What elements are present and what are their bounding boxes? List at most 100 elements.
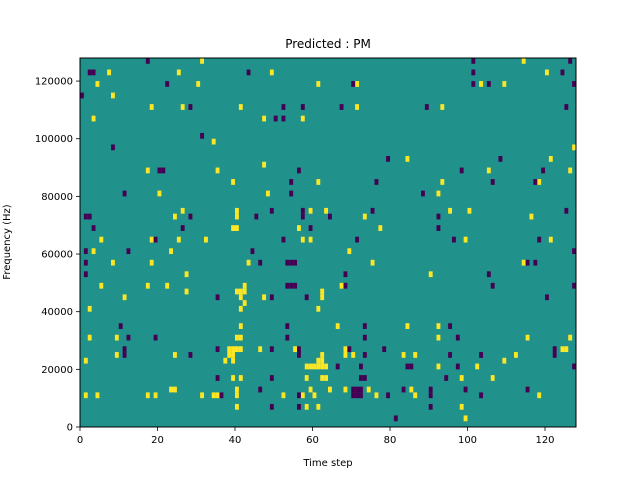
- heatmap-cell: [552, 352, 557, 358]
- heatmap-cell: [355, 104, 360, 110]
- heatmap-cell: [87, 69, 92, 76]
- heatmap-cell: [463, 236, 468, 243]
- heatmap-cell: [351, 386, 356, 393]
- heatmap-cell: [122, 294, 127, 301]
- heatmap-cell: [343, 271, 348, 278]
- heatmap-cell: [83, 271, 88, 278]
- heatmap-cell: [521, 259, 526, 266]
- heatmap-cell: [235, 346, 239, 353]
- heatmap-cell: [502, 357, 507, 364]
- heatmap-cell: [254, 213, 259, 220]
- heatmap-cell: [281, 104, 286, 110]
- heatmap-cell: [335, 323, 340, 329]
- x-tick-label: 100: [458, 435, 477, 446]
- heatmap-cell: [204, 236, 208, 243]
- heatmap-cell: [537, 392, 542, 399]
- heatmap-cell: [471, 81, 476, 87]
- heatmap-cell: [114, 352, 119, 358]
- x-tick-label: 60: [306, 435, 319, 446]
- y-tick-label: 20000: [41, 365, 73, 376]
- heatmap-cell: [436, 363, 441, 370]
- heatmap-cell: [362, 375, 367, 381]
- heatmap-cell: [359, 363, 363, 370]
- heatmap-cell: [386, 392, 391, 399]
- heatmap-cell: [169, 248, 174, 255]
- heatmap-cell: [455, 334, 460, 341]
- heatmap-cell: [95, 392, 100, 399]
- heatmap-cell: [572, 144, 577, 151]
- heatmap-cell: [153, 334, 158, 341]
- heatmap-cell: [475, 363, 480, 370]
- heatmap-cell: [165, 282, 170, 289]
- heatmap-cell: [215, 392, 220, 399]
- heatmap-cell: [300, 213, 305, 220]
- heatmap-cell: [564, 207, 569, 214]
- heatmap-cell: [293, 346, 298, 353]
- heatmap-cell: [111, 259, 115, 266]
- heatmap-cell: [231, 225, 236, 231]
- heatmap-cell: [91, 115, 96, 122]
- heatmap-cell: [304, 363, 309, 370]
- heatmap-cell: [250, 248, 255, 255]
- heatmap-cell: [297, 352, 301, 358]
- heatmap-cell: [300, 392, 305, 399]
- heatmap-cell: [436, 334, 441, 341]
- heatmap-cell: [281, 115, 286, 122]
- heatmap-cell: [87, 213, 92, 220]
- heatmap-cell: [463, 415, 468, 422]
- heatmap-cell: [533, 179, 538, 185]
- heatmap-cell: [169, 386, 174, 393]
- heatmap-cell: [335, 363, 340, 370]
- heatmap-cell: [409, 363, 414, 370]
- heatmap-cell: [184, 288, 189, 295]
- heatmap-cell: [227, 346, 232, 353]
- heatmap-cell: [238, 294, 243, 301]
- heatmap-cell: [545, 69, 549, 76]
- heatmap-cell: [235, 288, 239, 295]
- heatmap-cell: [300, 104, 305, 110]
- heatmap-cell: [436, 225, 441, 231]
- heatmap-cell: [548, 236, 553, 243]
- heatmap-cell: [180, 225, 185, 231]
- heatmap-cell: [448, 323, 453, 329]
- heatmap-cell: [285, 334, 290, 341]
- heatmap-cell: [308, 207, 313, 214]
- heatmap-cell: [316, 179, 321, 185]
- heatmap-cell: [471, 69, 476, 76]
- heatmap-cell: [479, 392, 484, 399]
- heatmap-cell: [235, 225, 239, 231]
- heatmap-cell: [219, 392, 224, 399]
- heatmap-cell: [320, 294, 325, 301]
- heatmap-cell: [355, 81, 360, 87]
- heatmap-cell: [428, 386, 433, 393]
- heatmap-cell: [273, 115, 278, 122]
- heatmap-cell: [428, 392, 433, 399]
- heatmap-cell: [91, 69, 96, 76]
- x-tick-label: 0: [77, 435, 83, 446]
- heatmap-cell: [413, 352, 418, 358]
- heatmap-cell: [122, 190, 127, 197]
- heatmap-cell: [238, 375, 243, 381]
- heatmap-cell: [269, 346, 274, 353]
- heatmap-cell: [308, 386, 313, 393]
- heatmap-cell: [235, 207, 239, 214]
- heatmap-cell: [459, 167, 464, 174]
- heatmap-cell: [568, 334, 573, 341]
- heatmap-cell: [300, 236, 305, 243]
- heatmap-cell: [525, 334, 530, 341]
- heatmap-cell: [424, 104, 429, 110]
- heatmap-cell: [242, 282, 247, 289]
- chart-title: Predicted : PM: [285, 37, 371, 51]
- heatmap-cell: [401, 352, 406, 358]
- heatmap-cell: [343, 352, 348, 358]
- heatmap-cell: [83, 392, 88, 399]
- heatmap-cell: [258, 386, 263, 393]
- heatmap-cell: [490, 179, 495, 185]
- heatmap-cell: [374, 392, 379, 399]
- heatmap-cell: [215, 346, 220, 353]
- heatmap-cell: [440, 179, 445, 185]
- heatmap-cell: [145, 167, 150, 174]
- heatmap-cell: [564, 104, 569, 110]
- heatmap-cell: [293, 282, 298, 289]
- heatmap-cell: [560, 69, 565, 76]
